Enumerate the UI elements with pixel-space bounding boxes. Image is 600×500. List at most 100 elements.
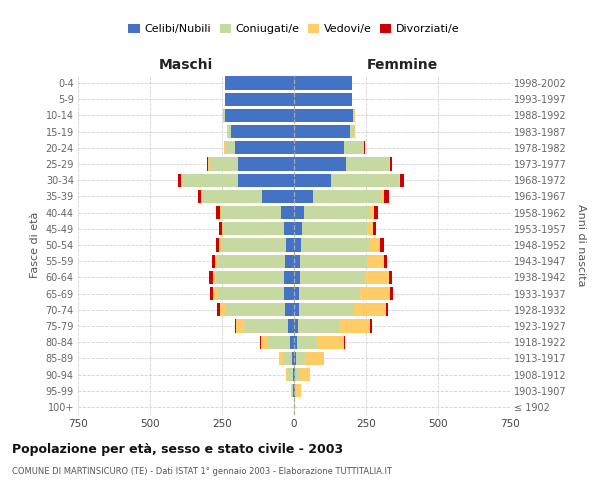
Bar [214,287,218,300]
Bar [390,158,392,170]
Bar [300,368,310,381]
Bar [353,109,355,122]
Bar [261,336,266,349]
Bar [299,287,359,300]
Bar [294,287,299,300]
Bar [350,125,355,138]
Legend: Celibi/Nubili, Coniugati/e, Vedovi/e, Divorziati/e: Celibi/Nubili, Coniugati/e, Vedovi/e, Di… [124,20,464,38]
Bar [292,384,293,398]
Bar [384,254,388,268]
Bar [225,92,294,106]
Bar [235,320,236,332]
Bar [221,206,281,220]
Bar [367,254,384,268]
Bar [217,303,220,316]
Bar [304,206,370,220]
Bar [294,336,297,349]
Bar [346,158,389,170]
Bar [294,174,331,187]
Bar [244,320,288,332]
Bar [223,222,284,235]
Bar [212,254,215,268]
Bar [290,336,294,349]
Bar [389,270,392,284]
Y-axis label: Anni di nascita: Anni di nascita [577,204,586,286]
Bar [319,336,344,349]
Text: Femmine: Femmine [367,58,437,72]
Bar [292,352,294,365]
Bar [296,352,305,365]
Bar [283,352,292,365]
Y-axis label: Fasce di età: Fasce di età [30,212,40,278]
Bar [369,238,380,252]
Bar [220,238,221,252]
Bar [216,270,284,284]
Text: Popolazione per età, sesso e stato civile - 2003: Popolazione per età, sesso e stato civil… [12,442,343,456]
Bar [296,384,301,398]
Bar [400,174,404,187]
Bar [215,254,218,268]
Bar [294,254,301,268]
Bar [284,222,294,235]
Bar [182,174,238,187]
Bar [288,320,294,332]
Bar [222,222,223,235]
Bar [262,190,294,203]
Bar [294,270,300,284]
Bar [365,270,389,284]
Bar [301,238,369,252]
Bar [399,174,400,187]
Bar [389,158,390,170]
Bar [367,222,373,235]
Bar [294,222,302,235]
Bar [295,384,296,398]
Bar [380,238,384,252]
Bar [198,190,201,203]
Bar [344,141,363,154]
Bar [295,368,300,381]
Bar [331,174,399,187]
Bar [281,206,294,220]
Bar [238,158,294,170]
Bar [286,254,294,268]
Bar [207,158,208,170]
Bar [225,109,294,122]
Bar [305,352,323,365]
Bar [286,238,294,252]
Bar [294,125,350,138]
Bar [382,190,383,203]
Bar [218,287,284,300]
Bar [286,368,288,381]
Bar [288,368,293,381]
Bar [297,336,319,349]
Bar [215,206,220,220]
Bar [225,76,294,90]
Bar [225,141,235,154]
Bar [294,190,313,203]
Bar [302,222,367,235]
Bar [294,368,295,381]
Bar [293,368,294,381]
Text: COMUNE DI MARTINSICURO (TE) - Dati ISTAT 1° gennaio 2003 - Elaborazione TUTTITAL: COMUNE DI MARTINSICURO (TE) - Dati ISTAT… [12,468,392,476]
Bar [223,109,225,122]
Bar [266,336,290,349]
Bar [220,303,225,316]
Bar [294,109,353,122]
Bar [294,303,299,316]
Bar [299,303,354,316]
Bar [202,190,262,203]
Bar [359,287,390,300]
Bar [236,320,244,332]
Bar [313,190,382,203]
Bar [338,320,370,332]
Bar [291,384,292,398]
Bar [390,287,393,300]
Bar [279,352,283,365]
Bar [374,206,378,220]
Bar [221,238,286,252]
Text: Maschi: Maschi [159,58,213,72]
Bar [386,303,388,316]
Bar [301,254,367,268]
Bar [238,174,294,187]
Bar [294,320,298,332]
